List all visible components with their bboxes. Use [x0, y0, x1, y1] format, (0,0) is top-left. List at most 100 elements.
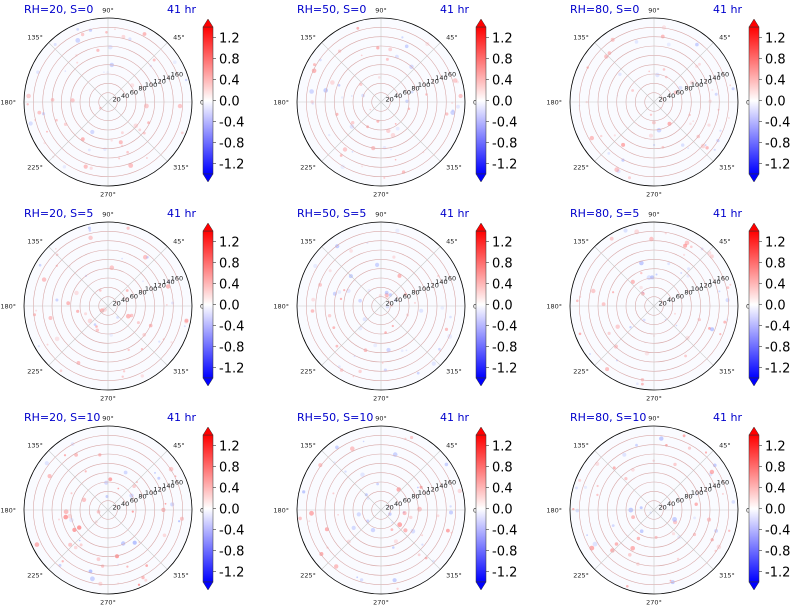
- anomaly-speck: [700, 143, 706, 149]
- anomaly-speck: [89, 166, 93, 170]
- anomaly-speck: [731, 87, 735, 91]
- anomaly-speck: [698, 62, 701, 66]
- colorbar-gradient: [748, 26, 760, 175]
- anomaly-speck: [456, 80, 459, 84]
- angular-gridline: [107, 42, 168, 103]
- anomaly-speck: [680, 272, 683, 274]
- anomaly-speck: [612, 466, 616, 470]
- colorbar-extend-max: [748, 18, 760, 28]
- anomaly-speck: [140, 347, 144, 351]
- colorbar-tick-label: 0.0: [492, 299, 513, 314]
- colorbar-extend-max: [475, 18, 487, 28]
- anomaly-speck: [37, 110, 42, 115]
- anomaly-speck: [392, 452, 398, 457]
- anomaly-speck: [337, 514, 339, 516]
- anomaly-speck: [26, 103, 29, 106]
- anomaly-speck: [115, 554, 119, 559]
- colorbar-tick-label: -0.8: [219, 341, 244, 356]
- colorbar-gradient: [748, 434, 760, 583]
- radial-tick-label: 120: [426, 486, 438, 494]
- radial-tick-label: 160: [171, 478, 183, 486]
- anomaly-speck: [44, 461, 49, 466]
- angle-tick-label: 270°: [100, 191, 116, 199]
- polar-frame: [23, 221, 193, 391]
- radial-tick-label: 40: [667, 92, 675, 100]
- anomaly-speck: [332, 291, 337, 296]
- angle-tick-label: 90°: [648, 7, 660, 15]
- anomaly-speck: [122, 370, 126, 373]
- angular-gridline: [594, 450, 655, 511]
- anomaly-speck: [318, 463, 323, 468]
- colorbar-tick-label: 1.2: [765, 236, 786, 251]
- anomaly-speck: [683, 253, 686, 256]
- colorbar: 1.2 0.8 0.4 0.0 -0.4 -0.8 -1.2: [202, 222, 244, 387]
- anomaly-speck: [327, 314, 332, 318]
- anomaly-speck: [394, 158, 397, 161]
- angle-tick-label: 180°: [546, 303, 562, 311]
- anomaly-speck: [402, 511, 405, 514]
- colorbar-gradient: [748, 230, 760, 379]
- radial-tick-label: 60: [676, 88, 684, 96]
- anomaly-speck: [649, 511, 652, 514]
- anomaly-speck: [601, 302, 606, 307]
- anomaly-speck: [323, 88, 329, 93]
- anomaly-speck: [83, 164, 88, 169]
- anomaly-speck: [59, 369, 63, 373]
- anomaly-speck: [121, 34, 126, 39]
- anomaly-speck: [90, 576, 95, 582]
- colorbar-tick-label: 0.4: [492, 278, 513, 293]
- anomaly-speck: [96, 557, 101, 562]
- anomaly-speck: [47, 474, 52, 479]
- angle-tick-label: 315°: [719, 368, 735, 376]
- anomaly-speck: [351, 525, 356, 531]
- colorbar-extend-min: [748, 173, 760, 183]
- angle-tick-label: 90°: [102, 211, 114, 219]
- radial-tick-label: 20: [112, 299, 120, 307]
- angular-gridline: [48, 42, 109, 103]
- anomaly-speck: [641, 292, 645, 296]
- anomaly-speck: [390, 133, 396, 138]
- anomaly-speck: [673, 90, 678, 95]
- anomaly-speck: [184, 78, 188, 82]
- anomaly-speck: [410, 435, 414, 440]
- radial-tick-label: 120: [153, 486, 165, 494]
- anomaly-speck: [604, 54, 609, 59]
- radial-tick-label: 40: [121, 296, 129, 304]
- radial-tick-label: 80: [138, 85, 146, 93]
- anomaly-speck: [313, 63, 316, 67]
- anomaly-speck: [592, 541, 598, 547]
- anomaly-speck: [53, 43, 57, 46]
- anomaly-speck: [114, 28, 116, 31]
- anomaly-speck: [417, 506, 422, 512]
- anomaly-speck: [616, 359, 618, 362]
- polar-panel: 204060801001201401600°45°90°135°180°225°…: [546, 207, 790, 403]
- anomaly-speck: [359, 578, 364, 582]
- colorbar-tick-label: -0.8: [765, 137, 790, 152]
- anomaly-speck: [672, 517, 677, 522]
- anomaly-speck: [117, 487, 120, 490]
- anomaly-speck: [458, 93, 463, 99]
- anomaly-speck: [605, 367, 610, 372]
- anomaly-speck: [302, 490, 306, 494]
- polar-frame: [296, 221, 466, 391]
- anomaly-speck: [138, 128, 142, 132]
- angle-tick-label: 45°: [719, 441, 731, 449]
- colorbar-tick-label: -1.2: [219, 566, 244, 581]
- angle-tick-label: 270°: [100, 599, 116, 607]
- angular-gridline: [321, 101, 382, 162]
- anomaly-speck: [95, 325, 98, 328]
- anomaly-speck: [623, 228, 628, 233]
- anomaly-speck: [704, 451, 708, 454]
- angle-tick-label: 225°: [573, 572, 589, 580]
- anomaly-speck: [337, 290, 342, 294]
- panel-title-left: RH=20, S=5: [24, 207, 93, 220]
- anomaly-speck: [87, 226, 91, 230]
- anomaly-speck: [350, 446, 355, 452]
- colorbar-tick-label: -0.4: [219, 320, 244, 335]
- angle-tick-label: 45°: [173, 237, 185, 245]
- angle-tick-label: 45°: [719, 237, 731, 245]
- anomaly-speck: [104, 480, 109, 485]
- anomaly-speck: [656, 127, 662, 133]
- anomaly-speck: [689, 80, 695, 85]
- anomaly-speck: [101, 564, 105, 568]
